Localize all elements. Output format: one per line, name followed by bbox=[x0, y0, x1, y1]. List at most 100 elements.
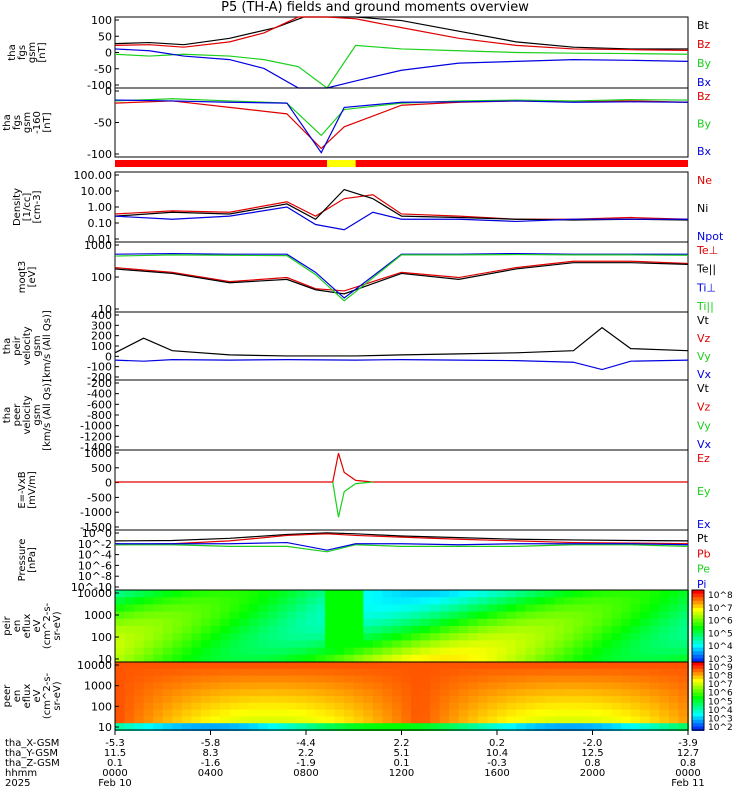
spectrogram-cell bbox=[210, 633, 222, 642]
legend-entry: Vy bbox=[697, 350, 711, 363]
y-axis-label-line: [1/cc] bbox=[22, 193, 33, 222]
spectrogram-cell bbox=[382, 662, 393, 670]
spectrogram-cell bbox=[267, 675, 279, 684]
spectrogram-cell bbox=[411, 723, 422, 731]
spectrogram-cell bbox=[286, 597, 298, 606]
spectrogram-cell bbox=[172, 640, 183, 649]
spectrogram-cell bbox=[477, 647, 489, 656]
spectrogram-cell bbox=[611, 689, 623, 697]
spectrogram-cell bbox=[468, 618, 479, 627]
spectrogram-cell bbox=[649, 702, 661, 711]
spectrogram-cell bbox=[458, 640, 470, 649]
spectrogram-cell bbox=[401, 590, 413, 599]
spectrogram-cell bbox=[592, 668, 604, 677]
x-axis-value: 0400 bbox=[198, 768, 223, 779]
colorbar-swatch bbox=[692, 706, 704, 711]
spectrogram-cell bbox=[325, 618, 336, 627]
spectrogram-cell bbox=[497, 633, 508, 642]
spectrogram-cell bbox=[401, 696, 413, 704]
series-line-Bz bbox=[114, 100, 689, 150]
spectrogram-cell bbox=[525, 611, 537, 620]
spectrogram-cell bbox=[468, 604, 479, 613]
spectrogram-cell bbox=[668, 716, 680, 725]
spectrogram-cell bbox=[239, 604, 250, 613]
x-axis-row-label: tha_Y-GSM bbox=[5, 748, 58, 759]
spectrogram-cell bbox=[306, 709, 317, 718]
series-line-Ey bbox=[332, 481, 373, 518]
spectrogram-cell bbox=[487, 618, 498, 627]
spectrogram-cell bbox=[143, 675, 155, 684]
spectrogram-cell bbox=[430, 590, 441, 599]
spectrogram-cell bbox=[592, 611, 604, 620]
spectrogram-cell bbox=[668, 618, 680, 627]
colorbar-swatch bbox=[692, 590, 704, 595]
spectrogram-cell bbox=[439, 716, 451, 725]
spectrogram-cell bbox=[391, 597, 403, 606]
spectrogram-cell bbox=[506, 654, 518, 663]
spectrogram-cell bbox=[525, 590, 537, 599]
spectrogram-cell bbox=[134, 689, 145, 697]
spectrogram-cell bbox=[372, 626, 384, 635]
x-axis-value: 0800 bbox=[293, 768, 318, 779]
spectrogram-cell bbox=[592, 716, 604, 725]
spectrogram-cell bbox=[563, 654, 575, 663]
colorbar-swatch bbox=[692, 726, 704, 731]
spectrogram-cell bbox=[506, 682, 518, 691]
spectrogram-cell bbox=[143, 654, 155, 663]
spectrogram-cell bbox=[430, 618, 441, 627]
spectrogram-cell bbox=[611, 597, 623, 606]
spectrogram-cell bbox=[592, 604, 604, 613]
y-tick-label: -1200 bbox=[80, 430, 112, 443]
spectrogram-cell bbox=[391, 654, 403, 663]
spectrogram-cell bbox=[153, 689, 164, 697]
spectrogram-cell bbox=[153, 633, 164, 642]
spectrogram-cell bbox=[602, 662, 613, 670]
spectrogram-cell bbox=[544, 611, 556, 620]
spectrogram-cell bbox=[248, 696, 260, 704]
spectrogram-cell bbox=[353, 682, 365, 691]
spectrogram-cell bbox=[487, 696, 498, 704]
spectrogram-cell bbox=[115, 709, 126, 718]
spectrogram-cell bbox=[668, 611, 680, 620]
spectrogram-cell bbox=[200, 709, 212, 718]
spectrogram-cell bbox=[267, 702, 279, 711]
spectrogram-cell bbox=[563, 633, 575, 642]
spectrogram-cell bbox=[124, 640, 136, 649]
colorbar-tick-label: 10^3 bbox=[708, 714, 733, 724]
spectrogram-cell bbox=[563, 647, 575, 656]
spectrogram-cell bbox=[582, 611, 594, 620]
spectrogram-cell bbox=[582, 702, 594, 711]
spectrogram-cell bbox=[258, 611, 269, 620]
spectrogram-cell bbox=[344, 590, 355, 599]
spectrogram-cell bbox=[430, 604, 441, 613]
spectrogram-cell bbox=[248, 633, 260, 642]
spectrogram-cell bbox=[649, 668, 661, 677]
spectrogram-cell bbox=[506, 647, 518, 656]
spectrogram-cell bbox=[468, 702, 479, 711]
spectrogram-cell bbox=[286, 709, 298, 718]
spectrogram-cell bbox=[296, 689, 307, 697]
spectrogram-cell bbox=[411, 618, 422, 627]
spectrogram-cell bbox=[630, 668, 642, 677]
spectrogram-cell bbox=[458, 604, 470, 613]
spectrogram-cell bbox=[554, 723, 565, 731]
spectrogram-cell bbox=[516, 702, 527, 711]
spectrogram-cell bbox=[391, 682, 403, 691]
spectrogram-cell bbox=[248, 590, 260, 599]
spectrogram-cell bbox=[659, 709, 670, 718]
x-axis-value: 1600 bbox=[484, 768, 509, 779]
spectrogram-cell bbox=[353, 689, 365, 697]
spectrogram-cell bbox=[420, 709, 432, 718]
x-axis-value: 2.2 bbox=[298, 748, 314, 759]
spectrogram-cell bbox=[535, 682, 546, 691]
spectrogram-cell bbox=[277, 626, 288, 635]
spectrogram-cell bbox=[411, 689, 422, 697]
spectrogram-cell bbox=[181, 647, 193, 656]
spectrogram-cell bbox=[248, 654, 260, 663]
spectrogram-cell bbox=[582, 633, 594, 642]
spectrogram-cell bbox=[153, 709, 164, 718]
spectrogram-cell bbox=[229, 682, 241, 691]
spectrogram-cell bbox=[181, 662, 193, 670]
spectrogram-cell bbox=[325, 702, 336, 711]
spectrogram-cell bbox=[535, 668, 546, 677]
